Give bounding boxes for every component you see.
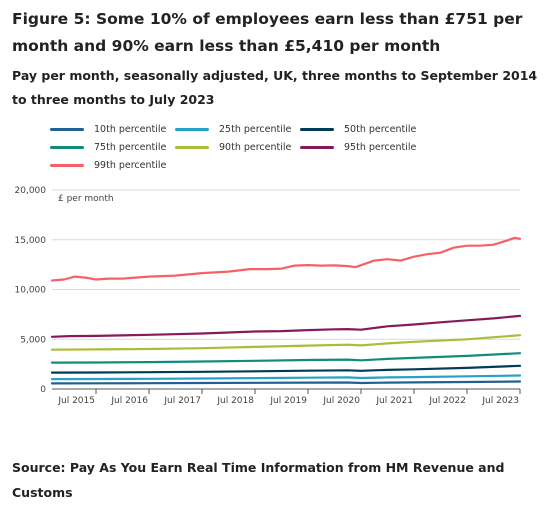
y-axis-ticks: 0 5,000 10,000 15,000 20,000 (15, 186, 47, 395)
legend-swatch (175, 127, 209, 131)
legend-swatch (50, 145, 84, 149)
legend-item: 95th percentile (300, 138, 416, 156)
legend-label: 75th percentile (94, 141, 167, 153)
x-tick-label: Jul 2018 (216, 396, 254, 406)
series-lines (50, 236, 522, 385)
legend-item: 90th percentile (175, 138, 291, 156)
x-axis-ticks: Jul 2015 Jul 2016 Jul 2017 Jul 2018 Jul 2019… (57, 389, 521, 406)
legend-label: 50th percentile (344, 123, 417, 135)
series-line-25th-percentile (50, 374, 522, 381)
legend-label: 95th percentile (344, 141, 417, 153)
legend-swatch (50, 163, 84, 167)
x-tick-label: Jul 2021 (375, 396, 413, 406)
y-tick-label: 20,000 (15, 186, 47, 196)
series-line-75th-percentile (50, 352, 522, 364)
x-tick-label: Jul 2020 (322, 396, 360, 406)
legend-label: 10th percentile (94, 123, 167, 135)
x-tick-label: Jul 2017 (163, 396, 201, 406)
legend-item: 50th percentile (300, 120, 416, 138)
y-axis-label: £ per month (58, 194, 114, 204)
series-line-50th-percentile (50, 364, 522, 374)
y-tick-label: 5,000 (20, 335, 46, 345)
x-tick-label: Jul 2023 (481, 396, 519, 406)
y-tick-label: 15,000 (15, 236, 47, 246)
legend-item: 10th percentile (50, 120, 166, 138)
legend-swatch (50, 127, 84, 131)
legend-swatch (300, 145, 334, 149)
legend-swatch (175, 145, 209, 149)
series-line-99th-percentile (50, 236, 522, 282)
grid-lines (52, 189, 520, 390)
x-tick-label: Jul 2015 (57, 396, 95, 406)
legend-item: 75th percentile (50, 138, 166, 156)
x-tick-label: Jul 2016 (110, 396, 148, 406)
y-tick-label: 0 (40, 385, 46, 395)
figure-subtitle: Pay per month, seasonally adjusted, UK, … (12, 68, 538, 107)
figure-title: Figure 5: Some 10% of employees earn les… (12, 10, 523, 55)
source-note: Source: Pay As You Earn Real Time Inform… (12, 460, 505, 500)
x-tick-label: Jul 2022 (428, 396, 466, 406)
x-tick-label: Jul 2019 (269, 396, 307, 406)
legend-label: 25th percentile (219, 123, 292, 135)
series-line-10th-percentile (50, 380, 522, 385)
legend-item: 99th percentile (50, 156, 166, 174)
legend-item: 25th percentile (175, 120, 291, 138)
series-line-90th-percentile (50, 334, 522, 351)
y-tick-label: 10,000 (15, 286, 47, 296)
legend-label: 99th percentile (94, 159, 167, 171)
legend-label: 90th percentile (219, 141, 292, 153)
series-line-95th-percentile (50, 314, 522, 338)
chart-legend: 10th percentile 25th percentile 50th perce… (50, 120, 530, 176)
legend-swatch (300, 127, 334, 131)
